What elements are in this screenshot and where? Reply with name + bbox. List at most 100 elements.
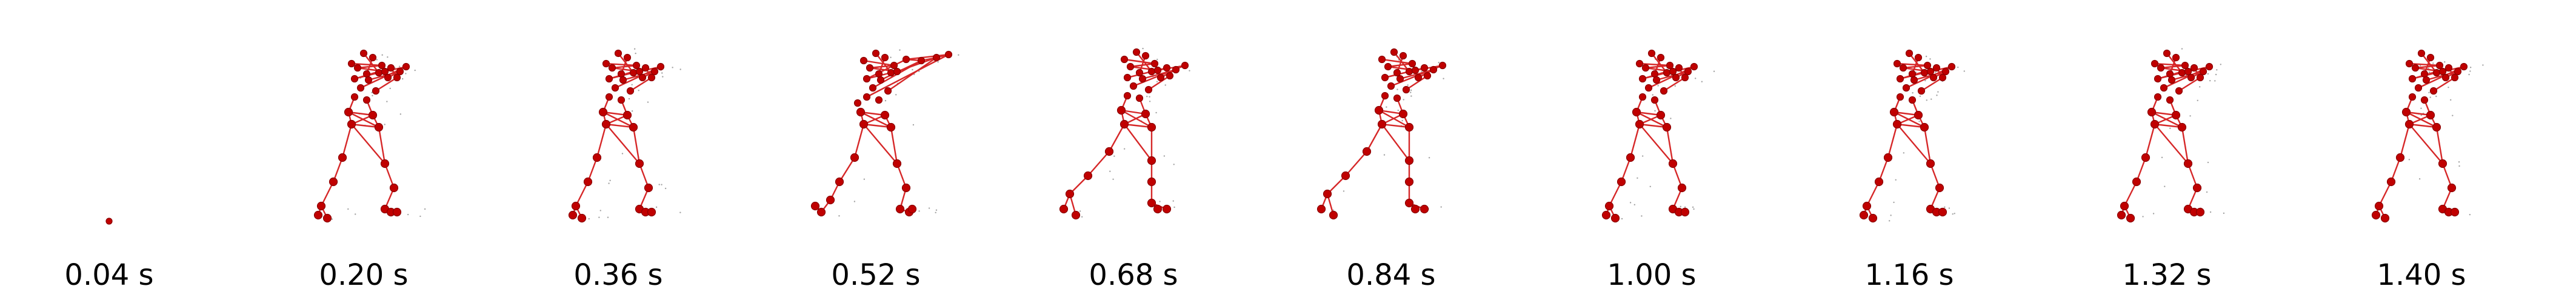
joint-marker xyxy=(362,70,371,78)
joint-marker xyxy=(313,210,323,220)
joint-marker xyxy=(1390,48,1398,56)
trail-dot xyxy=(1934,72,1937,73)
trail-dot xyxy=(1652,94,1653,96)
trail-dot xyxy=(2420,114,2422,116)
bone xyxy=(1866,181,1880,207)
trail-dot xyxy=(1649,185,1651,187)
joint-marker xyxy=(1935,183,1944,193)
joint-marker xyxy=(2181,61,2189,70)
trail-dot xyxy=(2207,161,2209,164)
trail-dot xyxy=(655,206,658,208)
trail-dot xyxy=(2482,64,2484,66)
trail-dot xyxy=(1332,209,1334,211)
joint-marker xyxy=(605,93,613,101)
joint-marker xyxy=(1135,68,1144,77)
bone xyxy=(350,123,380,128)
joint-marker xyxy=(1135,94,1144,102)
joint-marker xyxy=(1892,119,1902,129)
joint-marker xyxy=(2141,153,2151,162)
trail-dot xyxy=(1173,164,1175,165)
joint-marker xyxy=(1163,64,1171,72)
trail-dot xyxy=(1948,207,1950,209)
joint-marker xyxy=(392,207,402,217)
joint-marker xyxy=(2420,96,2429,104)
trail-dot xyxy=(1890,215,1892,216)
trail-dot xyxy=(1919,95,1921,98)
bone xyxy=(1108,123,1126,153)
joint-marker xyxy=(835,177,844,187)
joint-marker xyxy=(892,159,902,168)
bone xyxy=(896,162,907,189)
trail-dot xyxy=(2169,127,2171,129)
joint-marker xyxy=(614,49,622,58)
joint-marker xyxy=(2450,207,2460,217)
trail-dot xyxy=(1173,206,1175,208)
joint-marker xyxy=(1632,107,1641,117)
trail-dot xyxy=(1924,79,1926,82)
trail-dot xyxy=(1440,206,1442,208)
trail-dot xyxy=(1694,78,1697,79)
trail-dot xyxy=(899,49,901,51)
trail-dot xyxy=(2432,62,2434,64)
joint-marker xyxy=(369,53,377,62)
bone xyxy=(2135,156,2147,183)
bone xyxy=(350,123,386,165)
trail-dot xyxy=(1113,155,1115,157)
trail-dot xyxy=(1957,66,1959,68)
bone xyxy=(869,64,895,69)
joint-marker xyxy=(1120,55,1129,64)
joint-marker xyxy=(2444,64,2453,72)
joint-marker xyxy=(2183,159,2193,168)
joint-marker xyxy=(1381,92,1389,100)
trail-dot xyxy=(1146,96,1148,98)
pose-frame-8: 1.16 s xyxy=(1859,49,1965,292)
joint-marker xyxy=(396,67,404,76)
joint-marker xyxy=(601,119,611,129)
joint-marker xyxy=(1668,159,1678,168)
joint-marker xyxy=(1610,213,1620,223)
bone xyxy=(605,123,641,165)
trail-dot xyxy=(1912,92,1914,94)
trail-dot xyxy=(1680,205,1681,208)
joint-marker xyxy=(1941,67,1950,76)
joint-marker xyxy=(1889,107,1899,117)
trail-dot xyxy=(1343,190,1345,192)
pose-frame-7: 1.00 s xyxy=(1601,49,1715,292)
joint-marker xyxy=(356,84,365,92)
joint-marker xyxy=(1666,61,1674,70)
trail-dot xyxy=(853,201,856,202)
trail-dot xyxy=(838,215,840,217)
joint-marker xyxy=(322,213,332,223)
joint-marker xyxy=(917,56,926,65)
trail-dot xyxy=(884,99,887,102)
skeleton-bones xyxy=(317,52,407,219)
joint-marker xyxy=(863,75,871,83)
trail-dot xyxy=(672,67,673,68)
bone xyxy=(1638,123,1674,165)
bone xyxy=(1896,123,1926,128)
bone xyxy=(350,62,383,67)
joint-marker xyxy=(1868,213,1878,223)
frame-time-label: 1.00 s xyxy=(1607,258,1696,292)
trail-dot xyxy=(928,207,930,209)
trail-dot xyxy=(1401,119,1403,122)
joint-marker xyxy=(402,62,410,71)
trail-dot xyxy=(1903,152,1905,154)
bone xyxy=(2432,76,2456,92)
joint-marker xyxy=(1932,64,1941,72)
joint-marker xyxy=(650,67,659,76)
trail-dot xyxy=(2223,212,2225,215)
trail-dot xyxy=(1428,157,1430,159)
joint-marker xyxy=(647,207,656,217)
joint-marker xyxy=(1947,62,1956,71)
joint-marker xyxy=(1404,122,1414,132)
joint-marker xyxy=(598,107,608,117)
trail-dot xyxy=(1081,216,1083,218)
joint-marker xyxy=(2147,107,2157,117)
trail-dot xyxy=(679,68,681,70)
trail-dot xyxy=(386,101,388,102)
joint-marker xyxy=(2371,210,2381,220)
joint-marker xyxy=(1926,159,1935,168)
joint-marker xyxy=(2435,61,2444,70)
